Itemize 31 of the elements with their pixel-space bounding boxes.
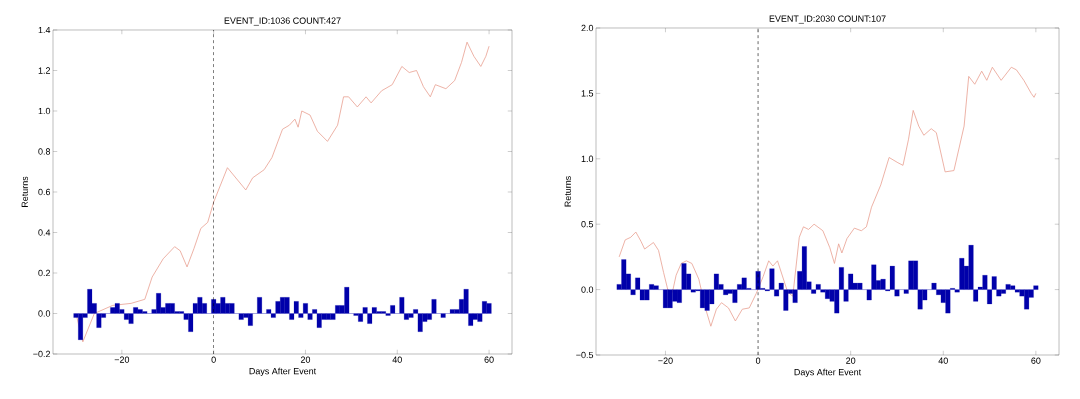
y-tick-label: −0.2: [33, 350, 51, 358]
y-axis-title: Returns: [21, 176, 28, 207]
y-tick-label: 0.0: [38, 310, 51, 317]
x-tick-label: 60: [1031, 357, 1041, 364]
y-axis-title: Returns: [564, 176, 571, 207]
y-tick-label: 0.8: [38, 148, 51, 155]
x-tick-label: 20: [846, 357, 856, 364]
y-tick-label: −0.5: [576, 351, 594, 359]
x-tick-label: 40: [938, 357, 948, 364]
y-tick-label: 1.5: [581, 90, 594, 97]
y-tick-label: 0.6: [38, 188, 51, 196]
x-axis-title: Days After Event: [794, 368, 862, 378]
y-tick-label: 1.0: [38, 107, 51, 115]
y-tick-label: 0.2: [38, 269, 51, 277]
x-tick-label: 40: [392, 356, 402, 363]
x-tick-label: 20: [300, 356, 311, 363]
chart-title: EVENT_ID:2030 COUNT:107: [769, 15, 886, 24]
y-tick-label: 0.0: [581, 286, 594, 293]
x-tick-label: −20: [114, 356, 130, 363]
y-tick-label: 0.4: [38, 229, 51, 236]
x-tick-label: 0: [211, 356, 216, 363]
x-tick-label: 0: [755, 357, 761, 364]
x-axis-title: Days After Event: [249, 367, 317, 377]
y-tick-label: 2.0: [581, 24, 594, 32]
y-tick-label: 1.0: [581, 155, 594, 162]
y-tick-label: 1.2: [38, 67, 51, 74]
y-tick-label: 1.4: [38, 26, 51, 34]
chart-title: EVENT_ID:1036 COUNT:427: [224, 17, 341, 26]
y-tick-label: 0.5: [581, 221, 594, 228]
x-tick-label: −20: [658, 357, 673, 364]
x-tick-label: 60: [484, 356, 494, 363]
